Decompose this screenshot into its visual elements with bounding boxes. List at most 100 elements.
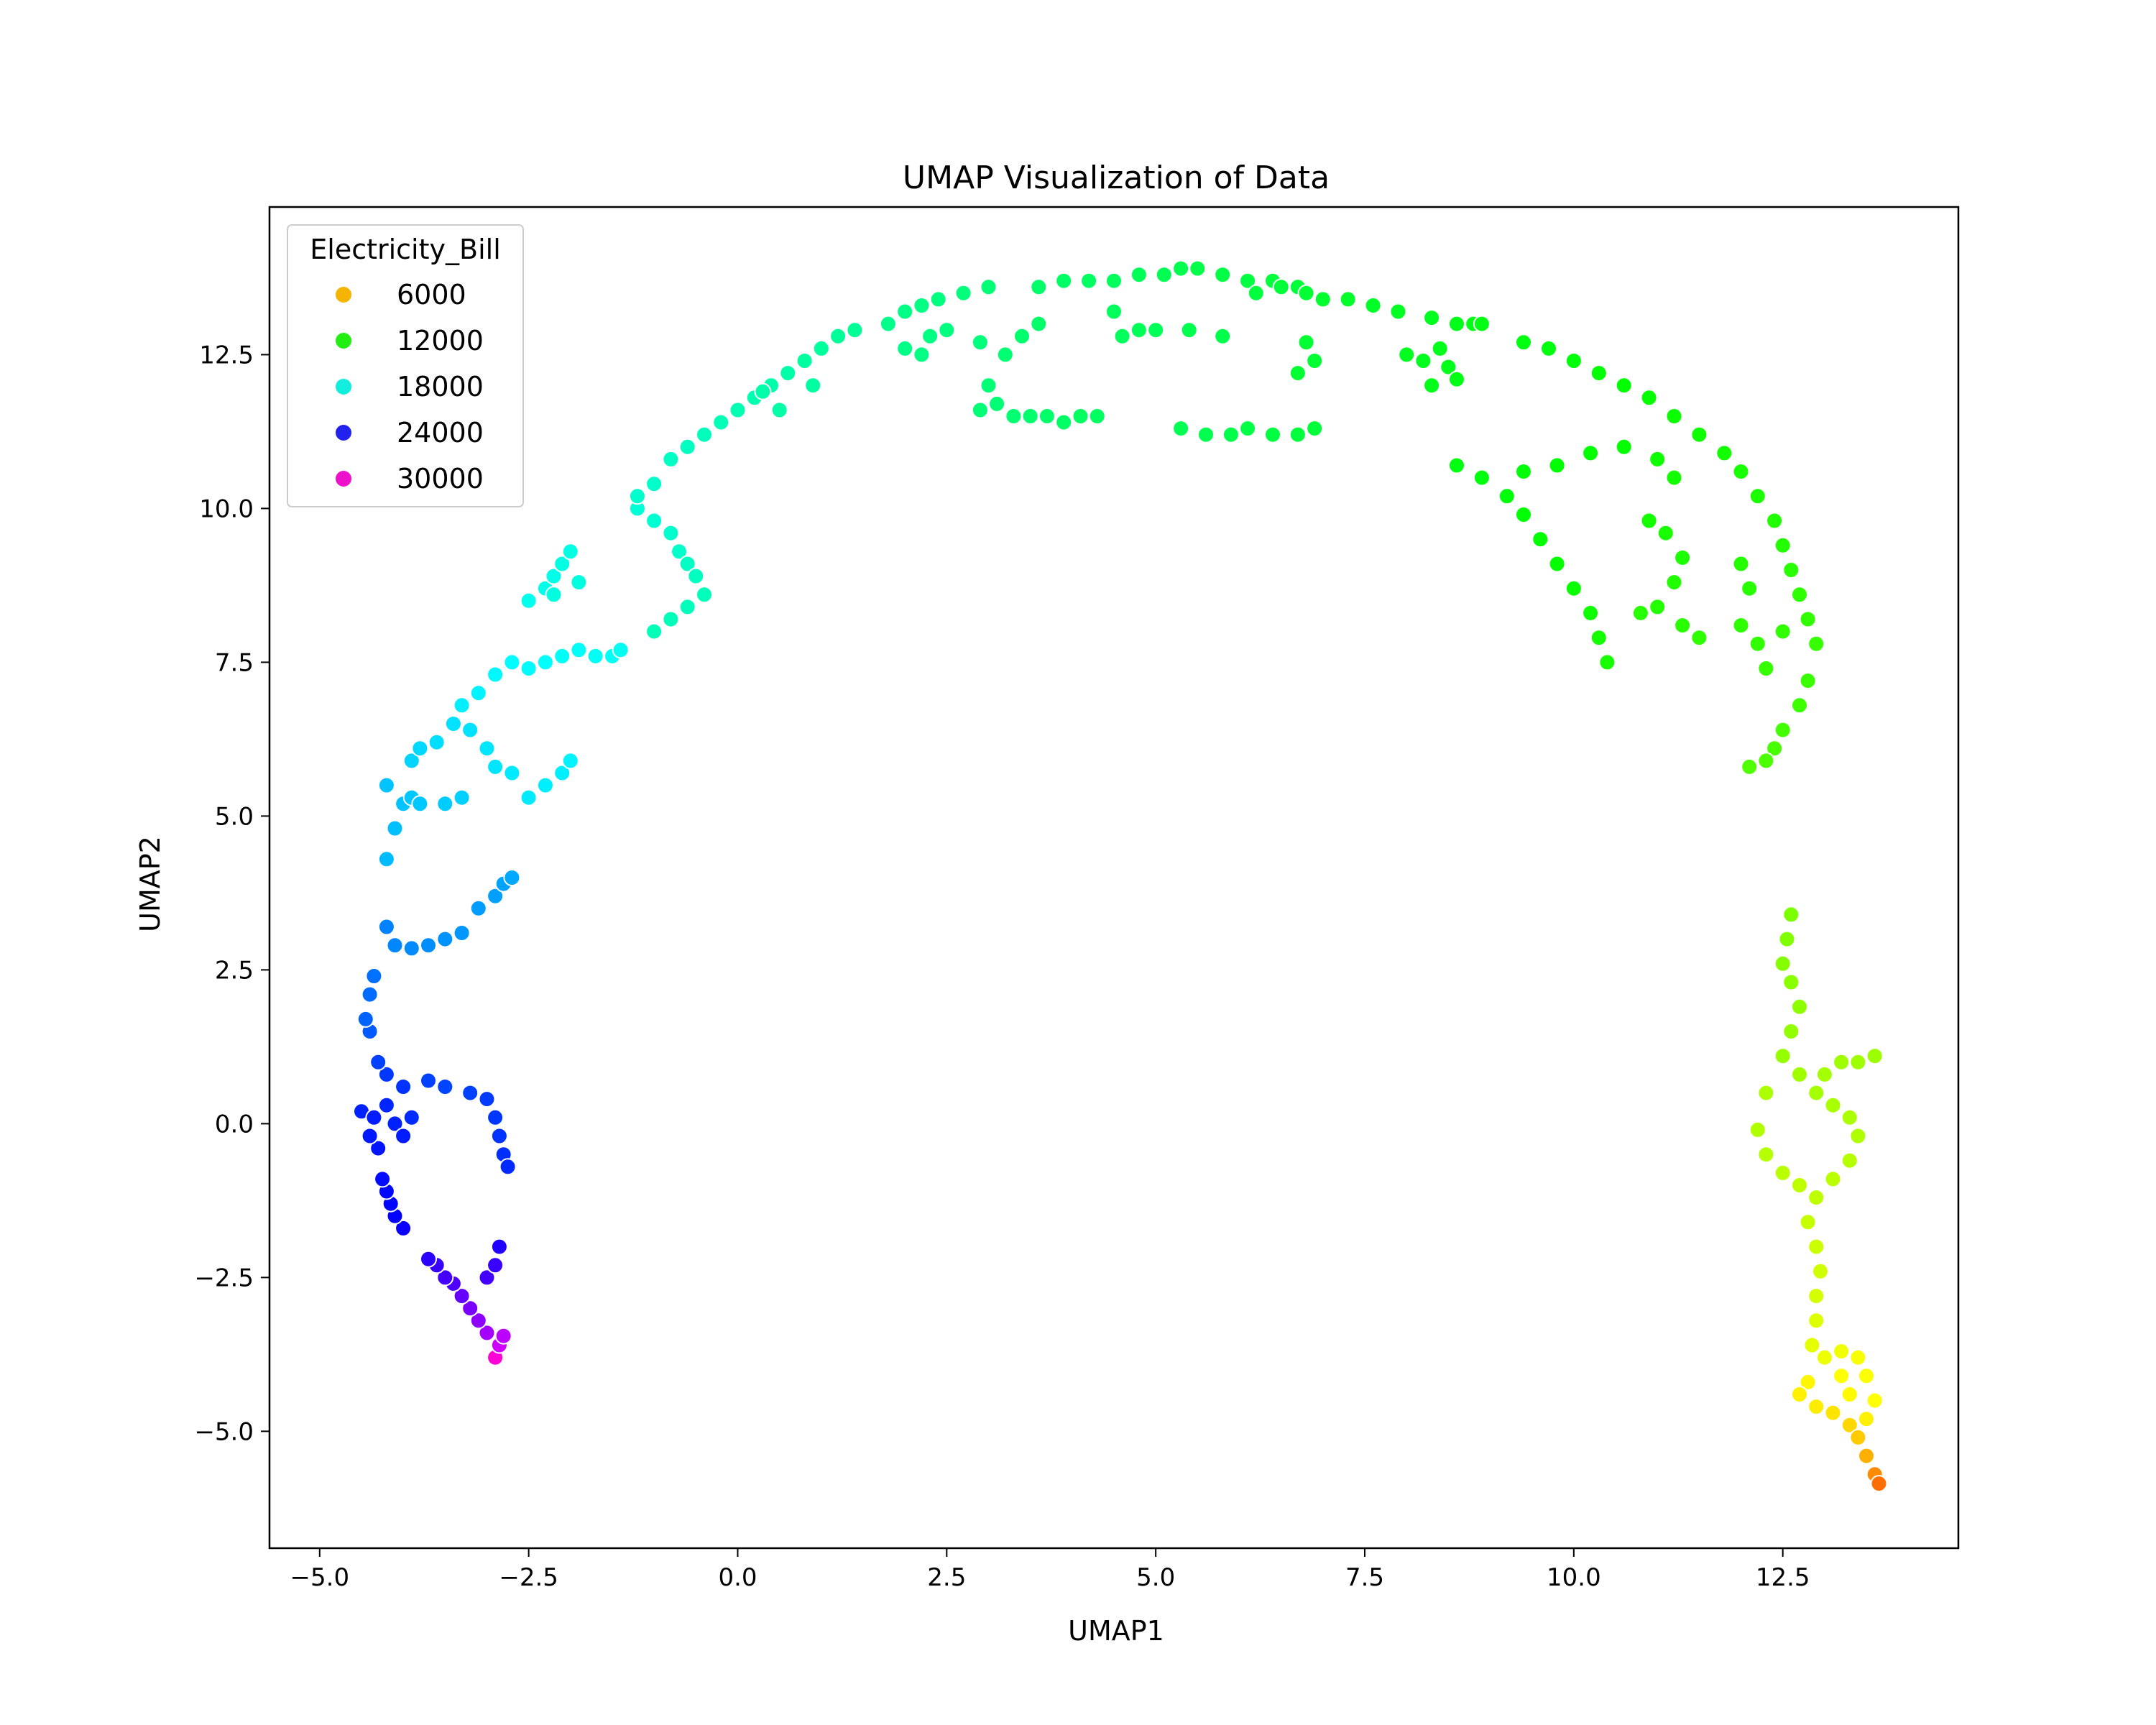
data-point: [520, 592, 538, 610]
x-tick-label: −5.0: [290, 1563, 350, 1592]
data-point: [386, 1115, 404, 1133]
data-point: [1172, 420, 1190, 438]
data-point: [1870, 1475, 1888, 1493]
data-point: [678, 555, 696, 573]
data-point: [1306, 352, 1324, 369]
legend-marker: [336, 425, 351, 441]
data-point: [1866, 1047, 1884, 1065]
x-axis-ticks: −5.0 −2.5 0.0 2.5 5.0 7.5 10.0 12.5: [290, 1548, 1810, 1592]
data-point: [1791, 1386, 1808, 1403]
data-point: [829, 327, 847, 345]
legend-marker: [336, 287, 351, 303]
data-point: [1540, 339, 1557, 357]
y-tick-label: 12.5: [199, 341, 254, 369]
data-point: [754, 382, 772, 400]
data-point: [645, 512, 663, 530]
data-point: [478, 1269, 496, 1287]
data-point: [1515, 463, 1532, 481]
data-point: [1548, 456, 1566, 474]
data-point: [1657, 524, 1674, 542]
data-point: [980, 377, 998, 395]
data-point: [1289, 364, 1307, 382]
data-point: [1398, 346, 1416, 364]
data-point: [1791, 998, 1808, 1016]
data-point: [1774, 954, 1792, 972]
data-point: [1631, 604, 1649, 622]
legend-title: Electricity_Bill: [310, 234, 501, 265]
data-point: [1807, 1084, 1825, 1102]
y-tick-label: 5.0: [215, 802, 254, 831]
data-point: [553, 764, 571, 782]
data-point: [1297, 284, 1315, 302]
data-point: [1799, 1213, 1817, 1231]
data-point: [365, 967, 383, 985]
data-point: [1448, 456, 1465, 474]
data-point: [469, 1312, 487, 1330]
data-point: [444, 715, 462, 732]
data-point: [1774, 622, 1792, 640]
data-point: [1774, 1047, 1792, 1065]
data-point: [377, 1096, 395, 1114]
data-point: [1782, 906, 1800, 924]
data-point: [1414, 352, 1432, 369]
data-point: [1833, 1367, 1851, 1385]
data-point: [1815, 1065, 1833, 1083]
data-point: [586, 647, 604, 665]
data-point: [377, 850, 395, 868]
data-point: [628, 487, 646, 505]
data-point: [913, 346, 931, 364]
data-point: [1498, 487, 1516, 505]
data-point: [1314, 290, 1332, 308]
data-point: [561, 543, 579, 561]
data-point: [678, 598, 696, 616]
data-point: [921, 327, 939, 345]
data-point: [377, 918, 395, 936]
data-point: [1782, 561, 1800, 579]
data-point: [1055, 272, 1073, 290]
data-point: [1732, 617, 1750, 635]
data-point: [1030, 278, 1048, 296]
data-point: [377, 776, 395, 794]
data-point: [1640, 389, 1658, 407]
data-point: [453, 924, 471, 942]
data-point: [1674, 548, 1692, 566]
data-point: [361, 1127, 379, 1145]
data-point: [356, 1010, 374, 1028]
data-point: [662, 524, 680, 542]
data-point: [420, 937, 437, 954]
data-point: [1815, 1348, 1833, 1366]
data-point: [494, 1327, 512, 1345]
data-point: [1749, 1121, 1766, 1138]
scatter-points: [353, 259, 1888, 1493]
data-point: [1774, 1164, 1792, 1182]
data-point: [712, 413, 730, 431]
data-point: [1113, 327, 1131, 345]
data-point: [1824, 1170, 1842, 1188]
data-point: [453, 696, 471, 714]
data-point: [645, 475, 663, 493]
data-point: [1799, 672, 1817, 690]
data-point: [386, 937, 404, 954]
data-point: [1799, 1373, 1817, 1391]
data-point: [503, 869, 521, 886]
data-point: [1598, 653, 1616, 671]
data-point: [420, 1250, 437, 1268]
data-point: [561, 752, 579, 770]
data-point: [1841, 1108, 1858, 1126]
data-point: [1741, 579, 1759, 597]
data-point: [1841, 1386, 1858, 1403]
legend: Electricity_Bill 6000 12000 18000 24000 3000…: [287, 224, 524, 507]
data-point: [1741, 758, 1759, 776]
data-point: [1849, 1348, 1867, 1366]
data-point: [461, 1084, 479, 1102]
data-point: [436, 1078, 454, 1095]
data-point: [374, 1170, 392, 1188]
data-point: [1858, 1367, 1875, 1385]
data-point: [1849, 1053, 1867, 1071]
data-point: [804, 377, 822, 395]
data-point: [1531, 530, 1549, 548]
data-point: [487, 758, 505, 776]
data-point: [1649, 598, 1667, 616]
data-point: [988, 395, 1006, 413]
data-point: [1339, 290, 1357, 308]
